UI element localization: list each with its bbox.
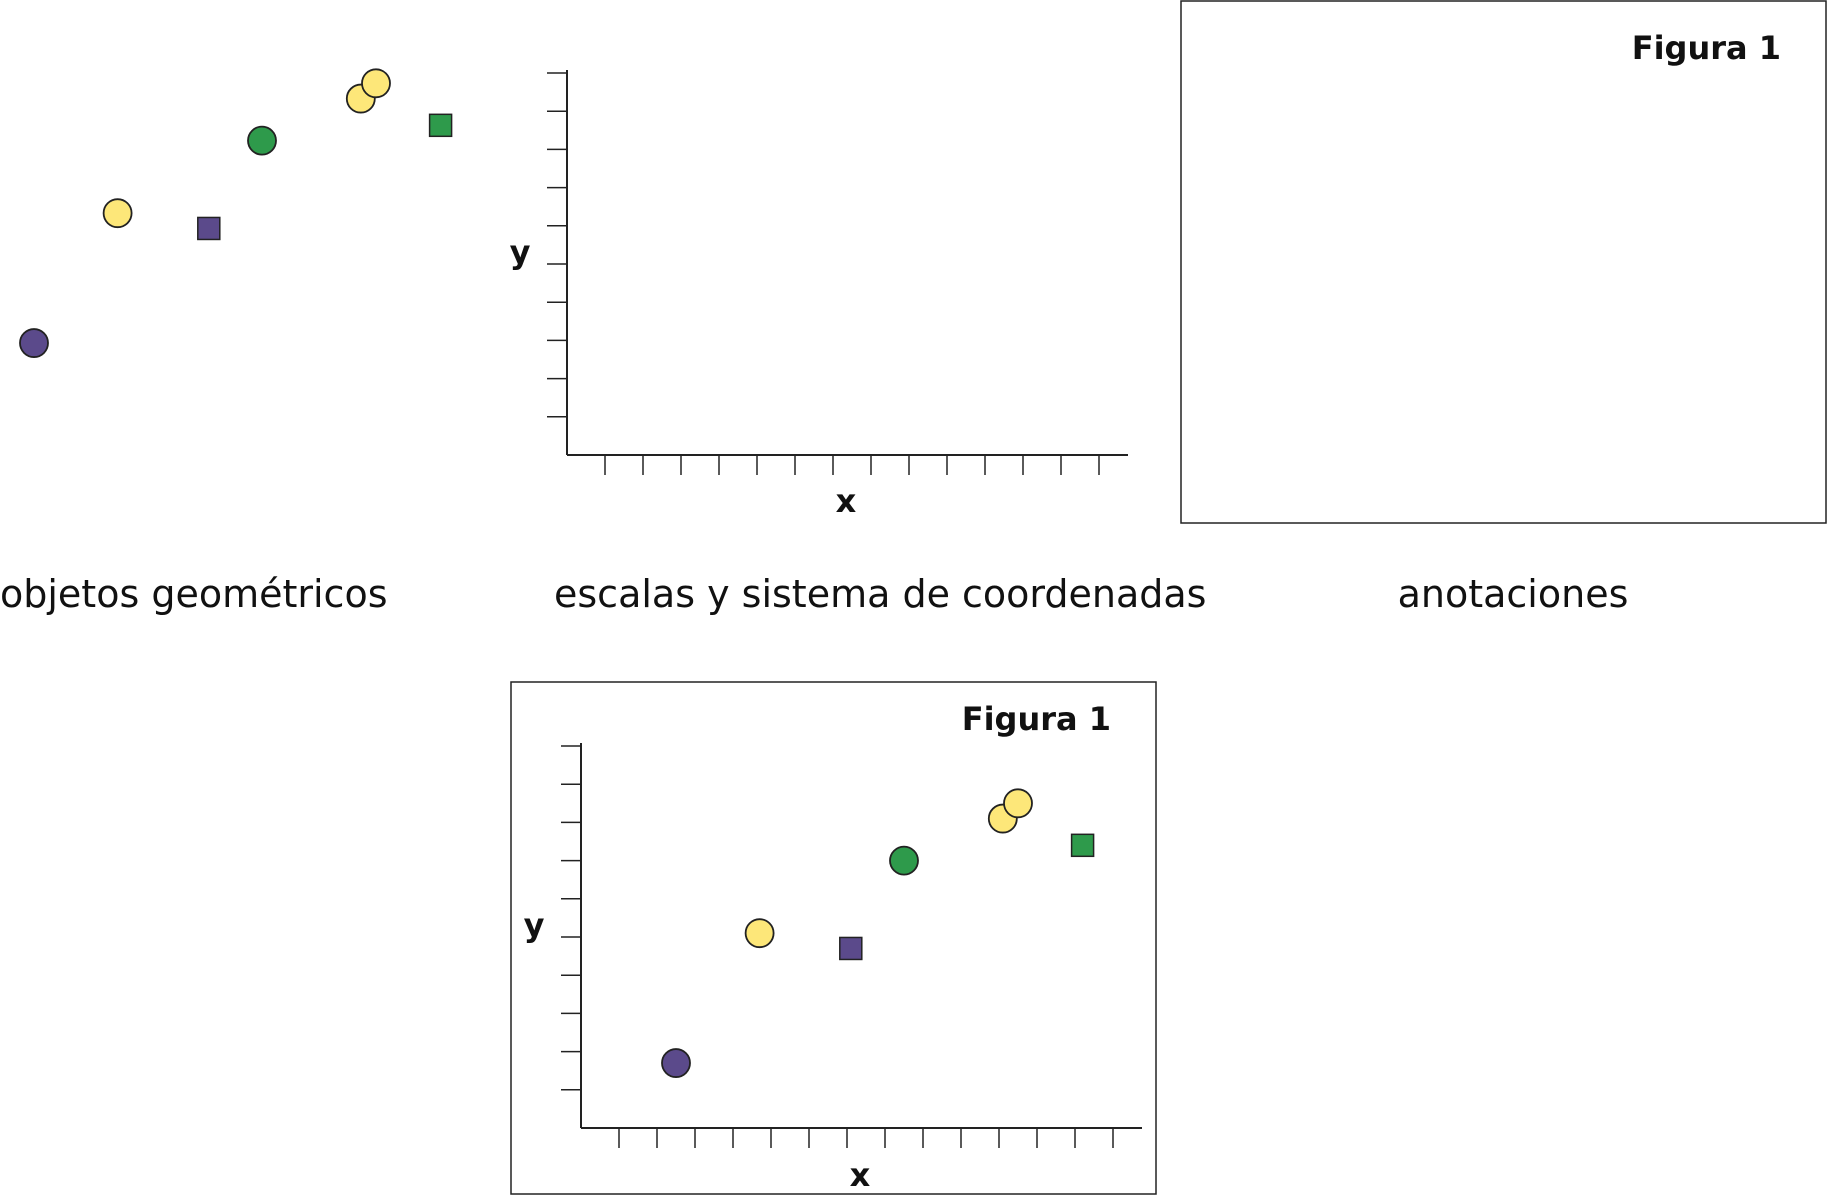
geometric-objects-circle-point bbox=[19, 328, 49, 358]
geometric-objects-circle-point bbox=[247, 125, 277, 156]
combined-figure-frame bbox=[510, 681, 1157, 1195]
annotations-caption: anotaciones bbox=[1398, 572, 1629, 616]
annotations-frame bbox=[1180, 0, 1827, 524]
combined-x-axis-label: x bbox=[850, 1156, 871, 1194]
annotations-title: Figura 1 bbox=[1632, 29, 1781, 67]
scales-y-axis-label: y bbox=[510, 233, 531, 271]
geometric-objects-circle-point bbox=[361, 68, 391, 99]
combined-title: Figura 1 bbox=[962, 700, 1111, 738]
combined-plot bbox=[561, 743, 1142, 1148]
combined-square-point bbox=[839, 936, 863, 961]
geometric-objects-square-point bbox=[197, 216, 221, 241]
geometric-objects-panel bbox=[19, 68, 453, 358]
geometric-objects-square-point bbox=[428, 113, 453, 138]
geometric-objects-caption: objetos geométricos bbox=[0, 572, 388, 616]
scales-x-axis-label: x bbox=[836, 482, 857, 520]
scales-caption: escalas y sistema de coordenadas bbox=[554, 572, 1206, 616]
combined-y-axis-label: y bbox=[524, 906, 545, 944]
combined-circle-point bbox=[1003, 788, 1033, 819]
combined-circle-point bbox=[889, 845, 919, 876]
combined-circle-point bbox=[744, 918, 775, 949]
combined-square-point bbox=[1070, 833, 1095, 858]
scales-panel bbox=[547, 70, 1128, 475]
combined-circle-point bbox=[661, 1048, 691, 1078]
geometric-objects-circle-point bbox=[102, 198, 133, 229]
